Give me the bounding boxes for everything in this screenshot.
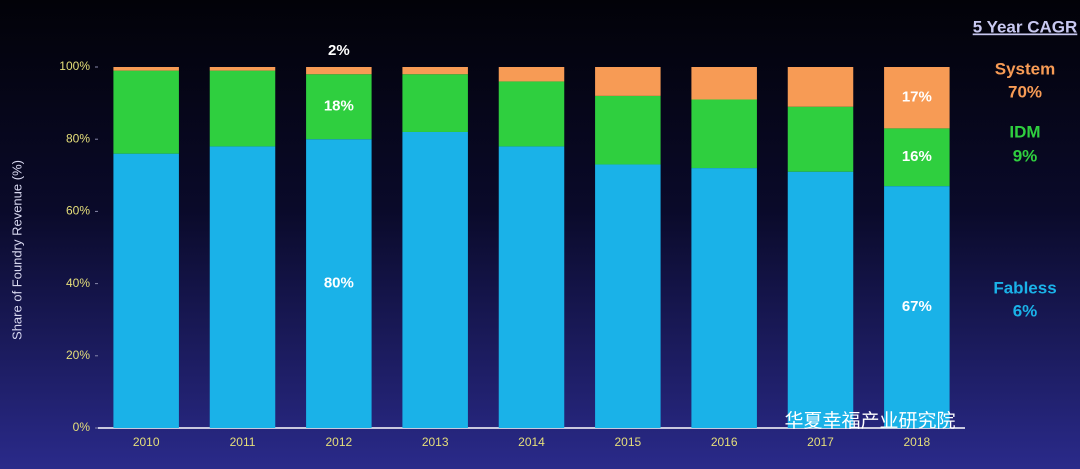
y-tick-label: 40% [66, 276, 90, 290]
x-tick-label: 2015 [614, 435, 641, 449]
data-label: 67% [902, 298, 932, 315]
bar-segment [787, 171, 854, 428]
y-tick-label: 0% [73, 420, 91, 434]
data-label: 17% [902, 89, 932, 106]
legend-cagr: 9% [1013, 146, 1038, 165]
bar-segment [498, 81, 565, 147]
bar-segment [306, 74, 372, 140]
bar-segment [595, 95, 661, 165]
bar-segment [884, 186, 950, 428]
bar-segment [402, 131, 468, 429]
x-tick-label: 2017 [807, 435, 834, 449]
legend-name: System [995, 59, 1055, 78]
bar-segment [402, 67, 468, 75]
bar-segment [113, 153, 179, 428]
bar-segment [209, 146, 276, 429]
bar-segment [209, 67, 276, 71]
legend-cagr: 6% [1013, 301, 1038, 320]
bar-segment [306, 67, 372, 75]
data-label: 18% [324, 98, 354, 115]
x-tick-label: 2011 [230, 435, 256, 449]
data-label: 16% [902, 148, 932, 165]
bar-segment [595, 67, 661, 96]
legend-cagr: 70% [1008, 82, 1042, 101]
bar-segment [595, 164, 661, 428]
x-tick-label: 2010 [133, 435, 160, 449]
y-tick-label: 80% [66, 131, 90, 145]
bar-segment [113, 70, 179, 154]
watermark: 华夏幸福产业研究院 [784, 410, 955, 432]
bar-segment [402, 74, 468, 132]
bar-segment [691, 168, 757, 428]
bar-segment [787, 67, 854, 107]
bar-segment [884, 128, 950, 187]
x-tick-label: 2014 [518, 435, 545, 449]
bar-segment [306, 139, 372, 428]
x-tick-label: 2016 [711, 435, 738, 449]
y-tick-label: 60% [66, 204, 90, 218]
x-tick-label: 2012 [325, 435, 352, 449]
x-tick-label: 2013 [422, 435, 449, 449]
data-label: 80% [324, 275, 354, 292]
legend-name: IDM [1009, 122, 1040, 141]
legend-name: Fabless [993, 278, 1056, 297]
bar-segment [498, 67, 565, 82]
y-tick-label: 20% [66, 348, 90, 362]
bar-segment [691, 99, 757, 169]
bar-segment [787, 106, 854, 172]
data-label: 2% [328, 42, 350, 59]
legend-title: 5 Year CAGR [973, 17, 1078, 36]
bar-segment [209, 70, 276, 147]
x-tick-label: 2018 [903, 435, 930, 449]
y-tick-label: 100% [59, 59, 90, 73]
y-axis-label: Share of Foundry Revenue (%) [9, 160, 24, 340]
bar-segment [498, 146, 565, 429]
bar-segment [691, 67, 757, 100]
bar-segment [884, 67, 950, 129]
bar-segment [113, 67, 179, 71]
